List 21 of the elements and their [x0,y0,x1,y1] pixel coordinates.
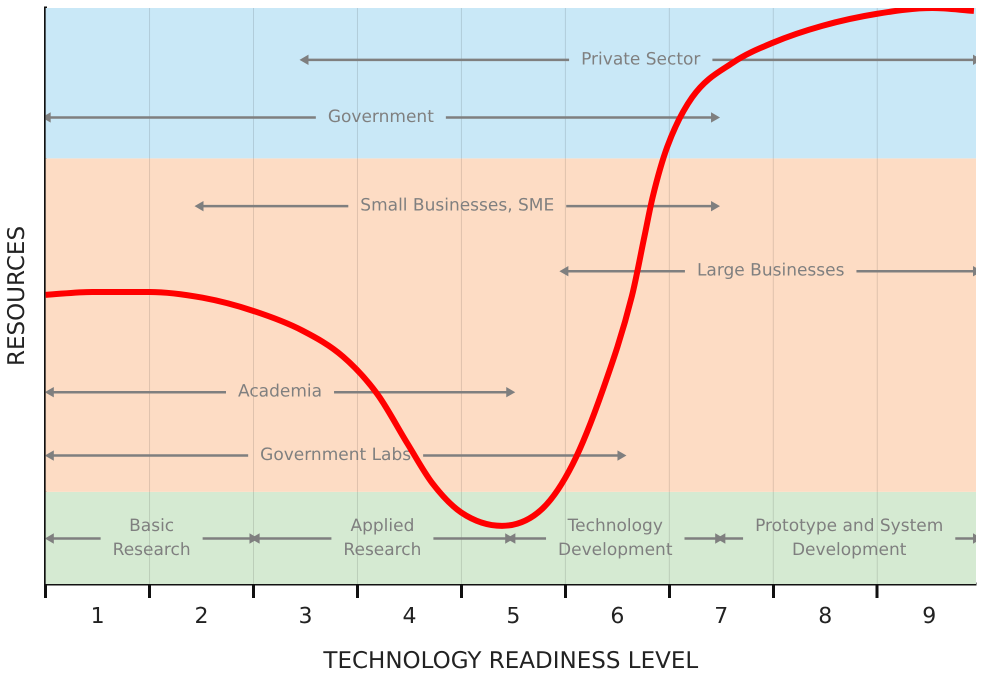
series-label: Prototype and System Development [755,516,944,560]
series-label: Private Sector [581,49,700,70]
series-label: Academia [238,382,322,402]
series-label: Basic Research [112,516,191,560]
series-label: Government Labs [260,444,412,465]
x-tick-label: 6 [610,604,624,629]
series-label: Technology Development [558,516,673,560]
x-tick-label: 3 [298,604,312,629]
series-label: Large Businesses [696,260,845,281]
y-axis-title: RESOURCES [4,226,30,366]
x-tick-label: 8 [818,604,832,629]
x-tick-label: 1 [90,604,105,629]
x-axis-title: TECHNOLOGY READINESS LEVEL [322,648,698,674]
series-label: Small Businesses, SME [360,196,554,216]
x-tick-label: 7 [714,604,728,629]
series-label: Applied Research [343,516,422,560]
x-tick-label: 4 [402,604,416,629]
x-tick-label: 9 [922,604,936,629]
x-tick-label: 2 [194,604,209,629]
series-label: Government [328,106,434,127]
x-tick-label: 5 [506,604,520,629]
